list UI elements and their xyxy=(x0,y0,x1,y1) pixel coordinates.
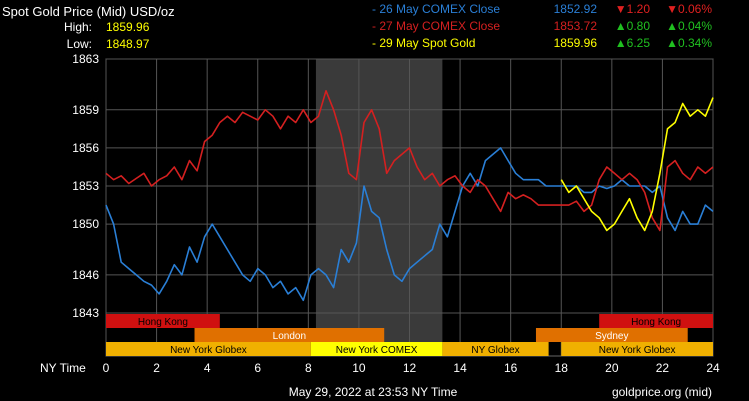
legend-change-2: ▲6.25 xyxy=(615,36,651,50)
y-tick-label: 1853 xyxy=(72,179,99,193)
chart-title: Spot Gold Price (Mid) USD/oz xyxy=(2,4,175,19)
session-label: Hong Kong xyxy=(631,317,681,328)
x-tick-label: 0 xyxy=(103,361,110,375)
x-tick-label: 16 xyxy=(504,361,518,375)
y-tick-label: 1863 xyxy=(72,52,99,66)
x-tick-label: 20 xyxy=(605,361,619,375)
session-label: New York Globex xyxy=(170,345,247,356)
legend-change-1: ▲0.80 xyxy=(615,19,651,33)
session-label: New York COMEX xyxy=(336,345,418,356)
session-label: Sydney xyxy=(595,331,628,342)
high-label: High: xyxy=(64,20,92,34)
y-tick-label: 1856 xyxy=(72,141,99,155)
session-bar xyxy=(599,314,713,328)
y-tick-label: 1859 xyxy=(72,103,99,117)
session-bar xyxy=(561,342,713,356)
footer-date: May 29, 2022 at 23:53 NY Time xyxy=(289,385,458,399)
low-label: Low: xyxy=(67,37,92,51)
legend-pct-1: ▲0.04% xyxy=(666,19,712,33)
session-bar xyxy=(194,328,385,342)
x-tick-label: 14 xyxy=(453,361,467,375)
series-line-2 xyxy=(560,97,714,232)
session-label: New York Globex xyxy=(599,345,676,356)
x-tick-label: 22 xyxy=(656,361,670,375)
low-value: 1848.97 xyxy=(106,37,150,51)
high-value: 1859.96 xyxy=(106,20,150,34)
legend-name-1: - 27 May COMEX Close xyxy=(372,19,500,33)
x-tick-label: 24 xyxy=(706,361,720,375)
x-tick-label: 2 xyxy=(153,361,160,375)
legend-price-0: 1852.92 xyxy=(554,2,598,16)
x-tick-label: 10 xyxy=(352,361,366,375)
legend-name-0: - 26 May COMEX Close xyxy=(372,2,500,16)
session-label: NY Globex xyxy=(471,345,519,356)
session-bar xyxy=(310,342,443,356)
footer-source: goldprice.org (mid) xyxy=(612,385,712,399)
session-label: London xyxy=(273,331,306,342)
session-bar xyxy=(535,328,688,342)
session-bar xyxy=(106,342,311,356)
series-line-1 xyxy=(105,90,714,232)
series-line-0 xyxy=(105,147,714,302)
legend-price-2: 1859.96 xyxy=(554,36,598,50)
legend: - 26 May COMEX Close 1852.92 ▼1.20 ▼0.06… xyxy=(372,2,712,50)
session-bar xyxy=(106,314,220,328)
y-tick-label: 1850 xyxy=(72,217,99,231)
legend-price-1: 1853.72 xyxy=(554,19,598,33)
legend-change-0: ▼1.20 xyxy=(615,2,651,16)
session-label: Hong Kong xyxy=(138,317,188,328)
x-axis-label: NY Time xyxy=(40,361,86,375)
x-tick-label: 12 xyxy=(403,361,417,375)
x-tick-label: 4 xyxy=(204,361,211,375)
legend-pct-2: ▲0.34% xyxy=(666,36,712,50)
y-tick-label: 1846 xyxy=(72,268,99,282)
x-tick-label: 6 xyxy=(254,361,261,375)
y-tick-label: 1843 xyxy=(72,306,99,320)
comex-session-highlight xyxy=(315,59,443,356)
legend-pct-0: ▼0.06% xyxy=(666,2,712,16)
session-bar xyxy=(442,342,549,356)
legend-name-2: - 29 May Spot Gold xyxy=(372,36,475,50)
x-tick-label: 8 xyxy=(305,361,312,375)
x-tick-label: 18 xyxy=(555,361,569,375)
